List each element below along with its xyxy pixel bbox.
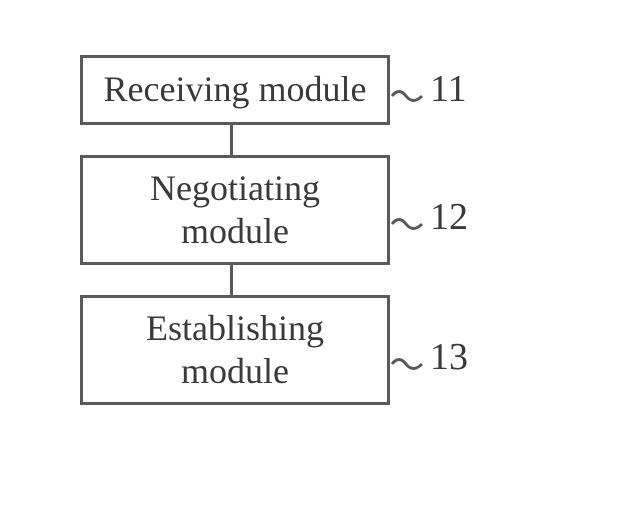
node-establishing-label-line1: Establishing [146, 308, 324, 348]
node-negotiating-label-line2: module [181, 211, 289, 251]
node-establishing-label: Establishing module [146, 307, 324, 393]
node-negotiating-wrapper: Negotiating module 12 [80, 155, 530, 265]
node-establishing-wrapper: Establishing module 13 [80, 295, 530, 405]
node-negotiating-ref: 12 [430, 195, 468, 239]
node-negotiating-label-line1: Negotiating [150, 168, 320, 208]
node-establishing-ref: 13 [430, 335, 468, 379]
node-receiving-label: Receiving module [104, 68, 367, 111]
ref-connector-icon [390, 85, 426, 107]
edge-1 [230, 125, 233, 155]
ref-connector-icon [390, 353, 426, 375]
node-negotiating: Negotiating module [80, 155, 390, 265]
node-receiving: Receiving module [80, 55, 390, 125]
flowchart-diagram: Receiving module 11 Negotiating module 1… [80, 55, 530, 405]
edge-2 [230, 265, 233, 295]
ref-connector-icon [390, 213, 426, 235]
node-negotiating-label: Negotiating module [150, 167, 320, 253]
node-receiving-wrapper: Receiving module 11 [80, 55, 530, 125]
node-establishing: Establishing module [80, 295, 390, 405]
node-receiving-ref: 11 [430, 67, 467, 111]
node-establishing-label-line2: module [181, 351, 289, 391]
